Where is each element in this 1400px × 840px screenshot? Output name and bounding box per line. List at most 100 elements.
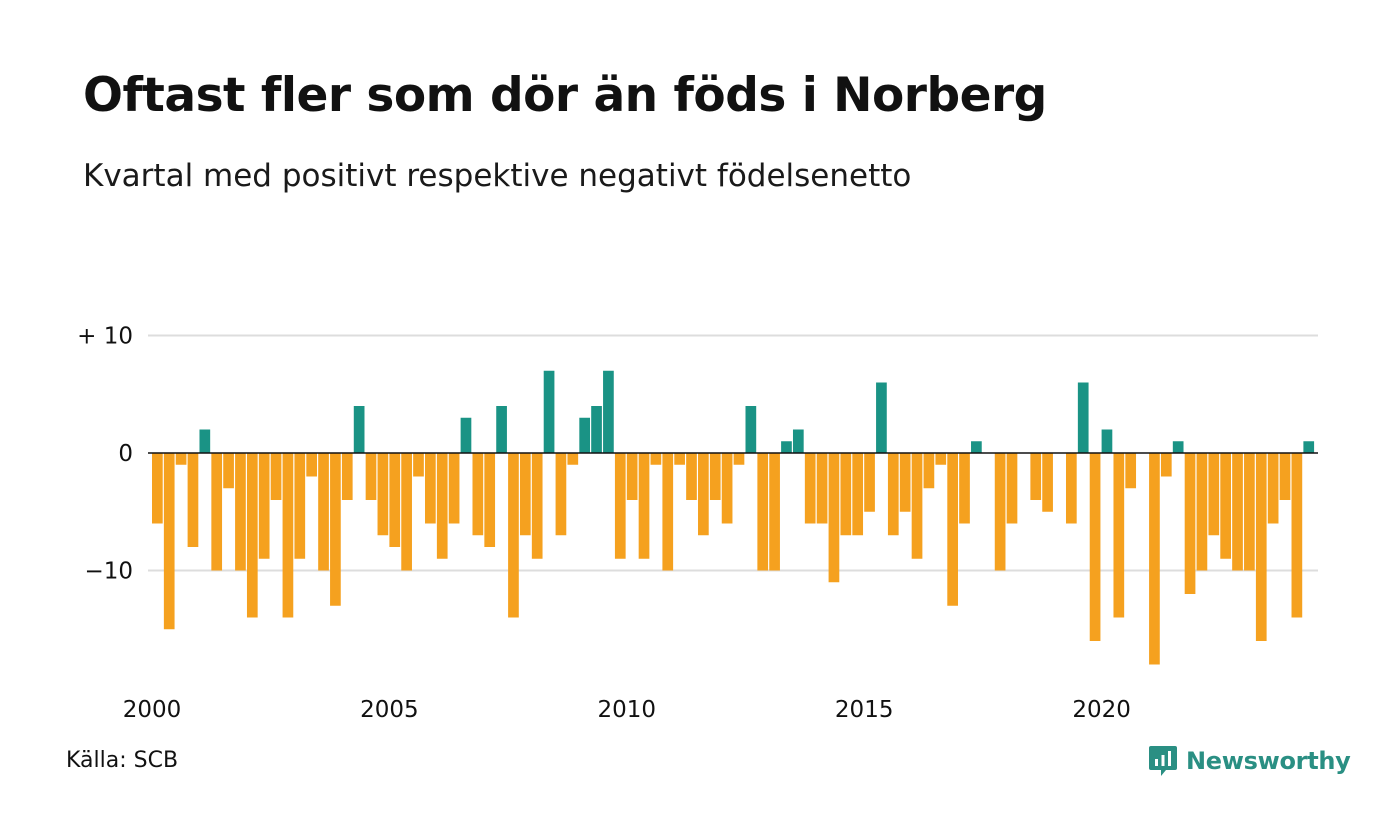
bar xyxy=(448,453,460,524)
bar xyxy=(1160,453,1172,477)
newsworthy-logo-icon xyxy=(1149,746,1177,776)
bar xyxy=(579,417,591,453)
bar xyxy=(864,453,875,512)
bar xyxy=(1303,441,1315,453)
bar xyxy=(971,441,982,453)
source-note: Källa: SCB xyxy=(66,748,179,773)
bar xyxy=(947,453,958,606)
bar xyxy=(1184,453,1196,594)
bar xyxy=(1113,453,1125,618)
bar xyxy=(199,429,211,453)
bar xyxy=(413,453,424,477)
x-tick-label: 2020 xyxy=(1072,697,1131,723)
bar xyxy=(1101,429,1113,453)
bar xyxy=(175,453,187,465)
bar xyxy=(341,453,353,500)
bar xyxy=(365,453,377,500)
x-tick-label: 2005 xyxy=(360,697,419,723)
bar xyxy=(436,453,448,559)
bar xyxy=(887,453,899,536)
bar xyxy=(769,453,780,571)
bar xyxy=(674,453,685,465)
bar xyxy=(460,417,472,453)
bar xyxy=(519,453,531,536)
bar xyxy=(1244,453,1255,571)
bar xyxy=(1220,453,1231,559)
bar xyxy=(686,453,697,500)
bar xyxy=(508,453,519,618)
bar xyxy=(733,453,745,465)
bar-chart: + 10 0 −10 2000 2005 2010 2015 2020 xyxy=(77,324,1318,723)
chart-subtitle: Kvartal med positivt respektive negativt… xyxy=(83,158,912,194)
bar xyxy=(614,453,626,559)
bar xyxy=(650,453,662,465)
bar xyxy=(211,453,223,571)
bar xyxy=(1232,453,1243,571)
bar xyxy=(425,453,436,524)
bar xyxy=(1208,453,1220,536)
bar xyxy=(1172,441,1184,453)
bar xyxy=(816,453,828,524)
x-tick-label: 2015 xyxy=(835,697,894,723)
bar xyxy=(330,453,341,606)
bar xyxy=(235,453,246,571)
axes: + 10 0 −10 2000 2005 2010 2015 2020 xyxy=(77,324,1318,723)
bar xyxy=(1196,453,1208,571)
bar xyxy=(721,453,733,524)
bar xyxy=(745,406,757,453)
bar xyxy=(876,382,887,453)
y-tick-label: + 10 xyxy=(77,324,133,350)
bar xyxy=(626,453,638,500)
bar xyxy=(935,453,947,465)
bar xyxy=(1255,453,1267,641)
bar xyxy=(246,453,258,618)
bar xyxy=(187,453,199,547)
bar xyxy=(603,370,614,453)
bar xyxy=(294,453,306,559)
bar xyxy=(1089,453,1101,641)
bar xyxy=(911,453,923,559)
bar xyxy=(959,453,970,524)
bar xyxy=(270,453,282,500)
bar xyxy=(1125,453,1137,489)
bar xyxy=(543,370,555,453)
bar xyxy=(698,453,709,536)
newsworthy-logo: Newsworthy xyxy=(1148,744,1351,778)
bar xyxy=(223,453,234,489)
bar xyxy=(555,453,567,536)
x-tick-label: 2000 xyxy=(123,697,182,723)
bar xyxy=(389,453,401,547)
bar xyxy=(258,453,270,559)
bar xyxy=(804,453,816,524)
newsworthy-logo-text: Newsworthy xyxy=(1186,747,1351,775)
bar xyxy=(591,406,602,453)
bar xyxy=(496,406,507,453)
bar xyxy=(377,453,389,536)
bar xyxy=(852,453,864,536)
bar xyxy=(828,453,840,583)
bar xyxy=(923,453,935,489)
bar xyxy=(662,453,674,571)
y-tick-label: −10 xyxy=(84,559,133,585)
bar xyxy=(638,453,650,559)
bar xyxy=(1006,453,1018,524)
bar xyxy=(567,453,579,465)
bar xyxy=(306,453,318,477)
bar xyxy=(709,453,721,500)
bar xyxy=(1030,453,1042,500)
bar xyxy=(1149,453,1160,665)
bar xyxy=(152,453,163,524)
bar xyxy=(1042,453,1053,512)
bar xyxy=(1077,382,1089,453)
bar xyxy=(163,453,175,630)
bar xyxy=(353,406,365,453)
bar xyxy=(781,441,792,453)
bar xyxy=(472,453,484,536)
bar xyxy=(757,453,769,571)
bar xyxy=(899,453,911,512)
bar xyxy=(531,453,543,559)
chart-title: Oftast fler som dör än föds i Norberg xyxy=(83,68,1047,123)
bar xyxy=(1065,453,1077,524)
bar xyxy=(1291,453,1303,618)
bar xyxy=(401,453,412,571)
